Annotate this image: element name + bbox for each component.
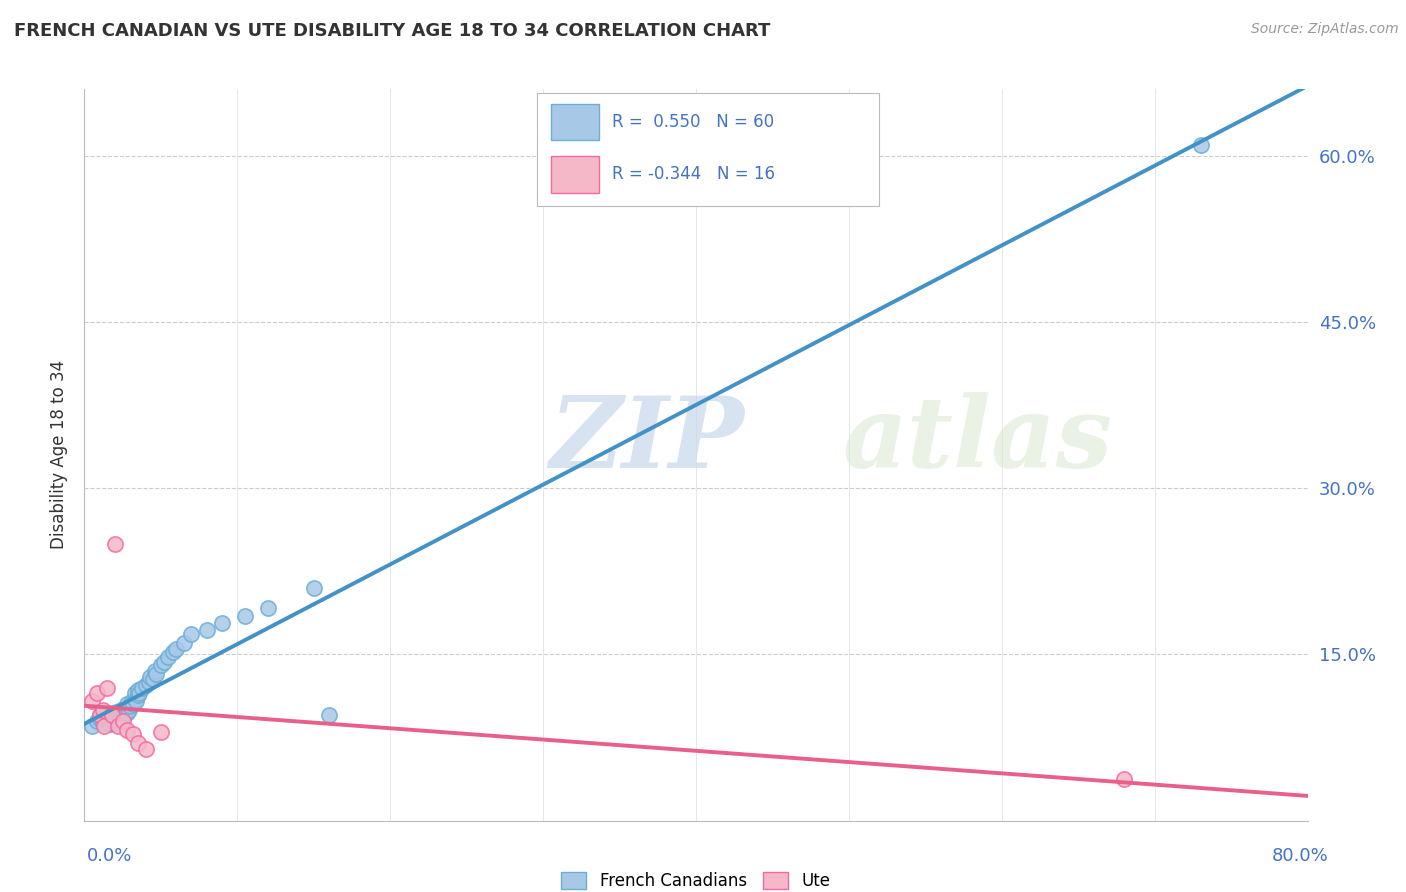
Point: [127, 689, 149, 703]
Text: 80.0%: 80.0%: [1272, 847, 1329, 865]
Point: [127, 736, 149, 750]
Point: [101, 710, 124, 724]
Point: [120, 699, 142, 714]
Point: [108, 712, 131, 726]
Point: [165, 641, 187, 656]
Point: [104, 716, 127, 731]
Point: [131, 681, 153, 695]
Point: [89, 708, 111, 723]
Y-axis label: Disability Age 18 to 34: Disability Age 18 to 34: [51, 360, 69, 549]
Text: ZIP: ZIP: [550, 392, 744, 489]
Point: [162, 645, 184, 659]
Point: [124, 691, 146, 706]
Point: [86, 686, 108, 700]
Point: [91, 716, 114, 731]
Point: [139, 669, 162, 683]
Point: [104, 536, 127, 550]
Text: FRENCH CANADIAN VS UTE DISABILITY AGE 18 TO 34 CORRELATION CHART: FRENCH CANADIAN VS UTE DISABILITY AGE 18…: [14, 22, 770, 40]
Point: [89, 708, 111, 723]
Point: [128, 686, 150, 700]
Point: [104, 708, 127, 723]
Point: [318, 708, 340, 723]
Point: [127, 682, 149, 697]
Point: [80, 719, 103, 733]
Point: [89, 712, 111, 726]
Point: [96, 681, 118, 695]
Point: [157, 649, 180, 664]
Point: [135, 678, 157, 692]
Point: [257, 600, 280, 615]
Text: Source: ZipAtlas.com: Source: ZipAtlas.com: [1251, 22, 1399, 37]
Point: [107, 707, 129, 722]
Point: [121, 694, 143, 708]
Text: 0.0%: 0.0%: [87, 847, 132, 865]
Text: atlas: atlas: [842, 392, 1112, 489]
Point: [107, 714, 129, 728]
Point: [1114, 772, 1136, 786]
Point: [142, 672, 165, 686]
Point: [122, 727, 145, 741]
Point: [118, 703, 141, 717]
Point: [145, 667, 167, 681]
Point: [93, 719, 115, 733]
Point: [233, 608, 256, 623]
Point: [153, 655, 176, 669]
Point: [108, 705, 131, 719]
Point: [111, 714, 134, 728]
Point: [91, 703, 114, 717]
Point: [107, 719, 129, 733]
Point: [96, 708, 118, 723]
Legend: French Canadians, Ute: French Canadians, Ute: [554, 865, 838, 892]
Point: [111, 710, 134, 724]
Point: [111, 703, 134, 717]
Point: [115, 698, 138, 712]
Point: [105, 710, 128, 724]
Point: [125, 694, 148, 708]
Point: [97, 712, 120, 726]
Point: [93, 710, 115, 724]
Point: [103, 714, 125, 728]
Point: [1189, 137, 1212, 152]
Point: [80, 694, 103, 708]
Point: [135, 741, 157, 756]
Point: [302, 581, 325, 595]
Point: [115, 723, 138, 737]
Point: [96, 714, 118, 728]
Point: [97, 716, 120, 731]
Point: [195, 623, 218, 637]
Point: [143, 664, 166, 678]
Point: [105, 705, 128, 719]
Point: [98, 717, 121, 731]
Point: [115, 706, 138, 720]
Point: [101, 708, 124, 723]
Point: [138, 675, 160, 690]
Point: [149, 725, 172, 739]
Point: [114, 700, 136, 714]
Point: [112, 708, 135, 723]
Point: [101, 706, 124, 720]
Point: [86, 714, 108, 728]
Point: [180, 627, 202, 641]
Point: [211, 616, 233, 631]
Point: [110, 703, 132, 717]
Point: [173, 636, 195, 650]
Point: [149, 658, 172, 673]
Point: [124, 686, 146, 700]
Point: [122, 698, 145, 712]
